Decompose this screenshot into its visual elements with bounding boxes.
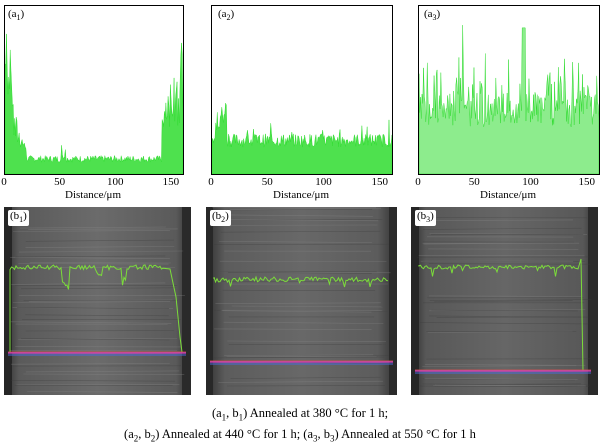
x-tick-label: 150 bbox=[163, 177, 180, 188]
figure-caption-line-1: (a1, b1) Annealed at 380 °C for 1 h; bbox=[0, 406, 600, 425]
x-tick-label: 0 bbox=[208, 177, 214, 188]
x-tick-label: 150 bbox=[579, 177, 596, 188]
plot-a3: (a3) bbox=[418, 5, 600, 175]
x-tick-label: 50 bbox=[262, 177, 273, 188]
x-tick-label: 100 bbox=[107, 177, 124, 188]
panel-label-b1: (b1) bbox=[8, 210, 29, 226]
panel-a1: (a1) Distance/μm bbox=[0, 0, 200, 205]
x-axis-label-a3: Distance/μm bbox=[480, 190, 536, 201]
chart-a3 bbox=[419, 6, 599, 174]
panel-label-b2: (b2) bbox=[210, 210, 231, 226]
x-axis-label-a2: Distance/μm bbox=[273, 190, 329, 201]
x-tick-label: 100 bbox=[315, 177, 332, 188]
x-axis-label-a1: Distance/μm bbox=[65, 190, 121, 201]
intensity-profile bbox=[212, 103, 392, 174]
x-tick-label: 50 bbox=[469, 177, 480, 188]
chart-a2 bbox=[212, 6, 392, 174]
plot-a2: (a2) bbox=[211, 5, 393, 175]
chart-a1 bbox=[5, 6, 183, 174]
intensity-profile bbox=[419, 25, 599, 174]
intensity-profile bbox=[5, 34, 183, 174]
x-tick-label: 50 bbox=[54, 177, 65, 188]
sem-image-b2: (b2) bbox=[206, 207, 397, 395]
sem-image-b1: (b1) bbox=[4, 207, 191, 395]
sem-b3-graphic bbox=[411, 207, 598, 395]
figure-caption-line-2: (a2, b2) Annealed at 440 °C for 1 h; (a3… bbox=[0, 427, 600, 446]
sem-image-b3: (b3) bbox=[411, 207, 598, 395]
sem-b2-graphic bbox=[206, 207, 397, 395]
panel-label-a1: (a1) bbox=[8, 8, 24, 24]
sem-b1-graphic bbox=[4, 207, 191, 395]
panel-label-a2: (a2) bbox=[218, 8, 234, 24]
panel-label-b3: (b3) bbox=[415, 210, 436, 226]
panel-label-a3: (a3) bbox=[424, 8, 440, 24]
plot-a1: (a1) bbox=[4, 5, 184, 175]
x-tick-label: 100 bbox=[522, 177, 539, 188]
x-tick-label: 150 bbox=[372, 177, 389, 188]
x-tick-label: 0 bbox=[415, 177, 421, 188]
x-tick-label: 0 bbox=[1, 177, 7, 188]
